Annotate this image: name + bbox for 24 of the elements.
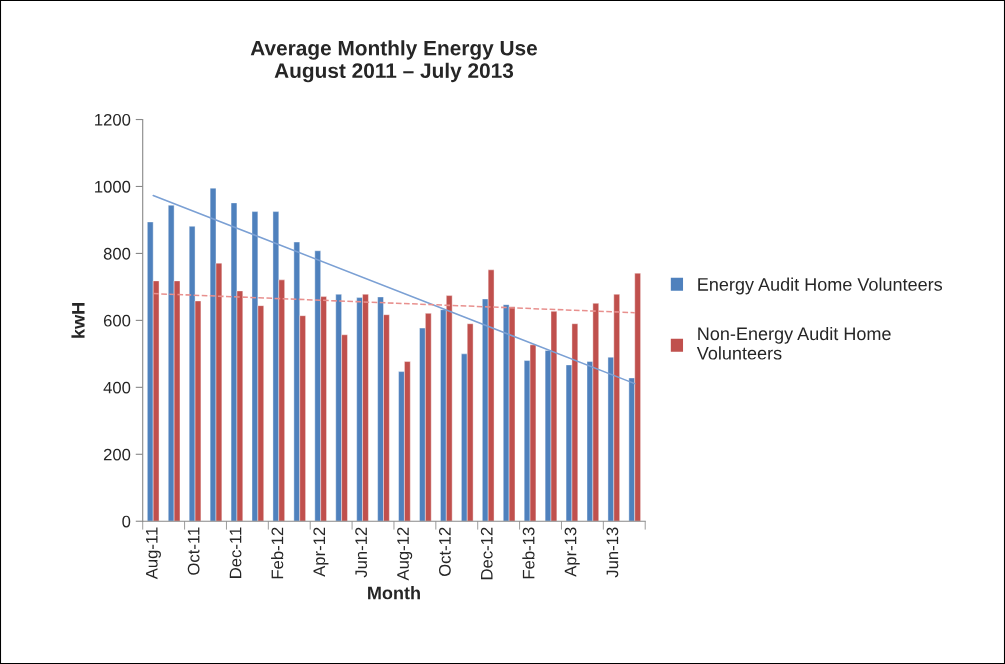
x-axis-title: Month <box>368 586 420 600</box>
x-tick-label: Feb-12 <box>271 527 284 579</box>
y-axis-title: kwH <box>71 303 85 338</box>
legend-label: Energy Audit Home Volunteers <box>698 277 943 295</box>
x-tick-label: Aug-11 <box>146 527 161 580</box>
y-tick-label: 1000 <box>95 180 131 193</box>
chart-title: Average Monthly Energy Use August 2011 – July 2013 <box>250 40 538 83</box>
y-tick-label: 600 <box>103 314 131 327</box>
x-tick-label: Jun-12 <box>355 527 368 578</box>
x-tick-label: Oct-12 <box>438 527 451 577</box>
y-tick-label: 0 <box>122 515 131 528</box>
legend-label: Non-Energy Audit Home Volunteers <box>696 326 891 360</box>
x-tick-label: Feb-13 <box>522 527 535 579</box>
x-tick-label: Apr-13 <box>564 527 580 577</box>
x-tick-label: Dec-11 <box>229 527 242 578</box>
y-tick-label: 800 <box>103 247 131 260</box>
x-tick-label: Oct-11 <box>187 527 200 575</box>
y-tick-label: 400 <box>103 381 131 394</box>
x-tick-label: Aug-12 <box>397 527 413 581</box>
x-tick-label: Apr-12 <box>313 527 329 577</box>
x-tick-label: Jun-13 <box>606 527 619 578</box>
x-tick-label: Dec-12 <box>480 527 493 580</box>
y-tick-label: 1200 <box>95 113 131 126</box>
y-tick-label: 200 <box>103 448 131 461</box>
